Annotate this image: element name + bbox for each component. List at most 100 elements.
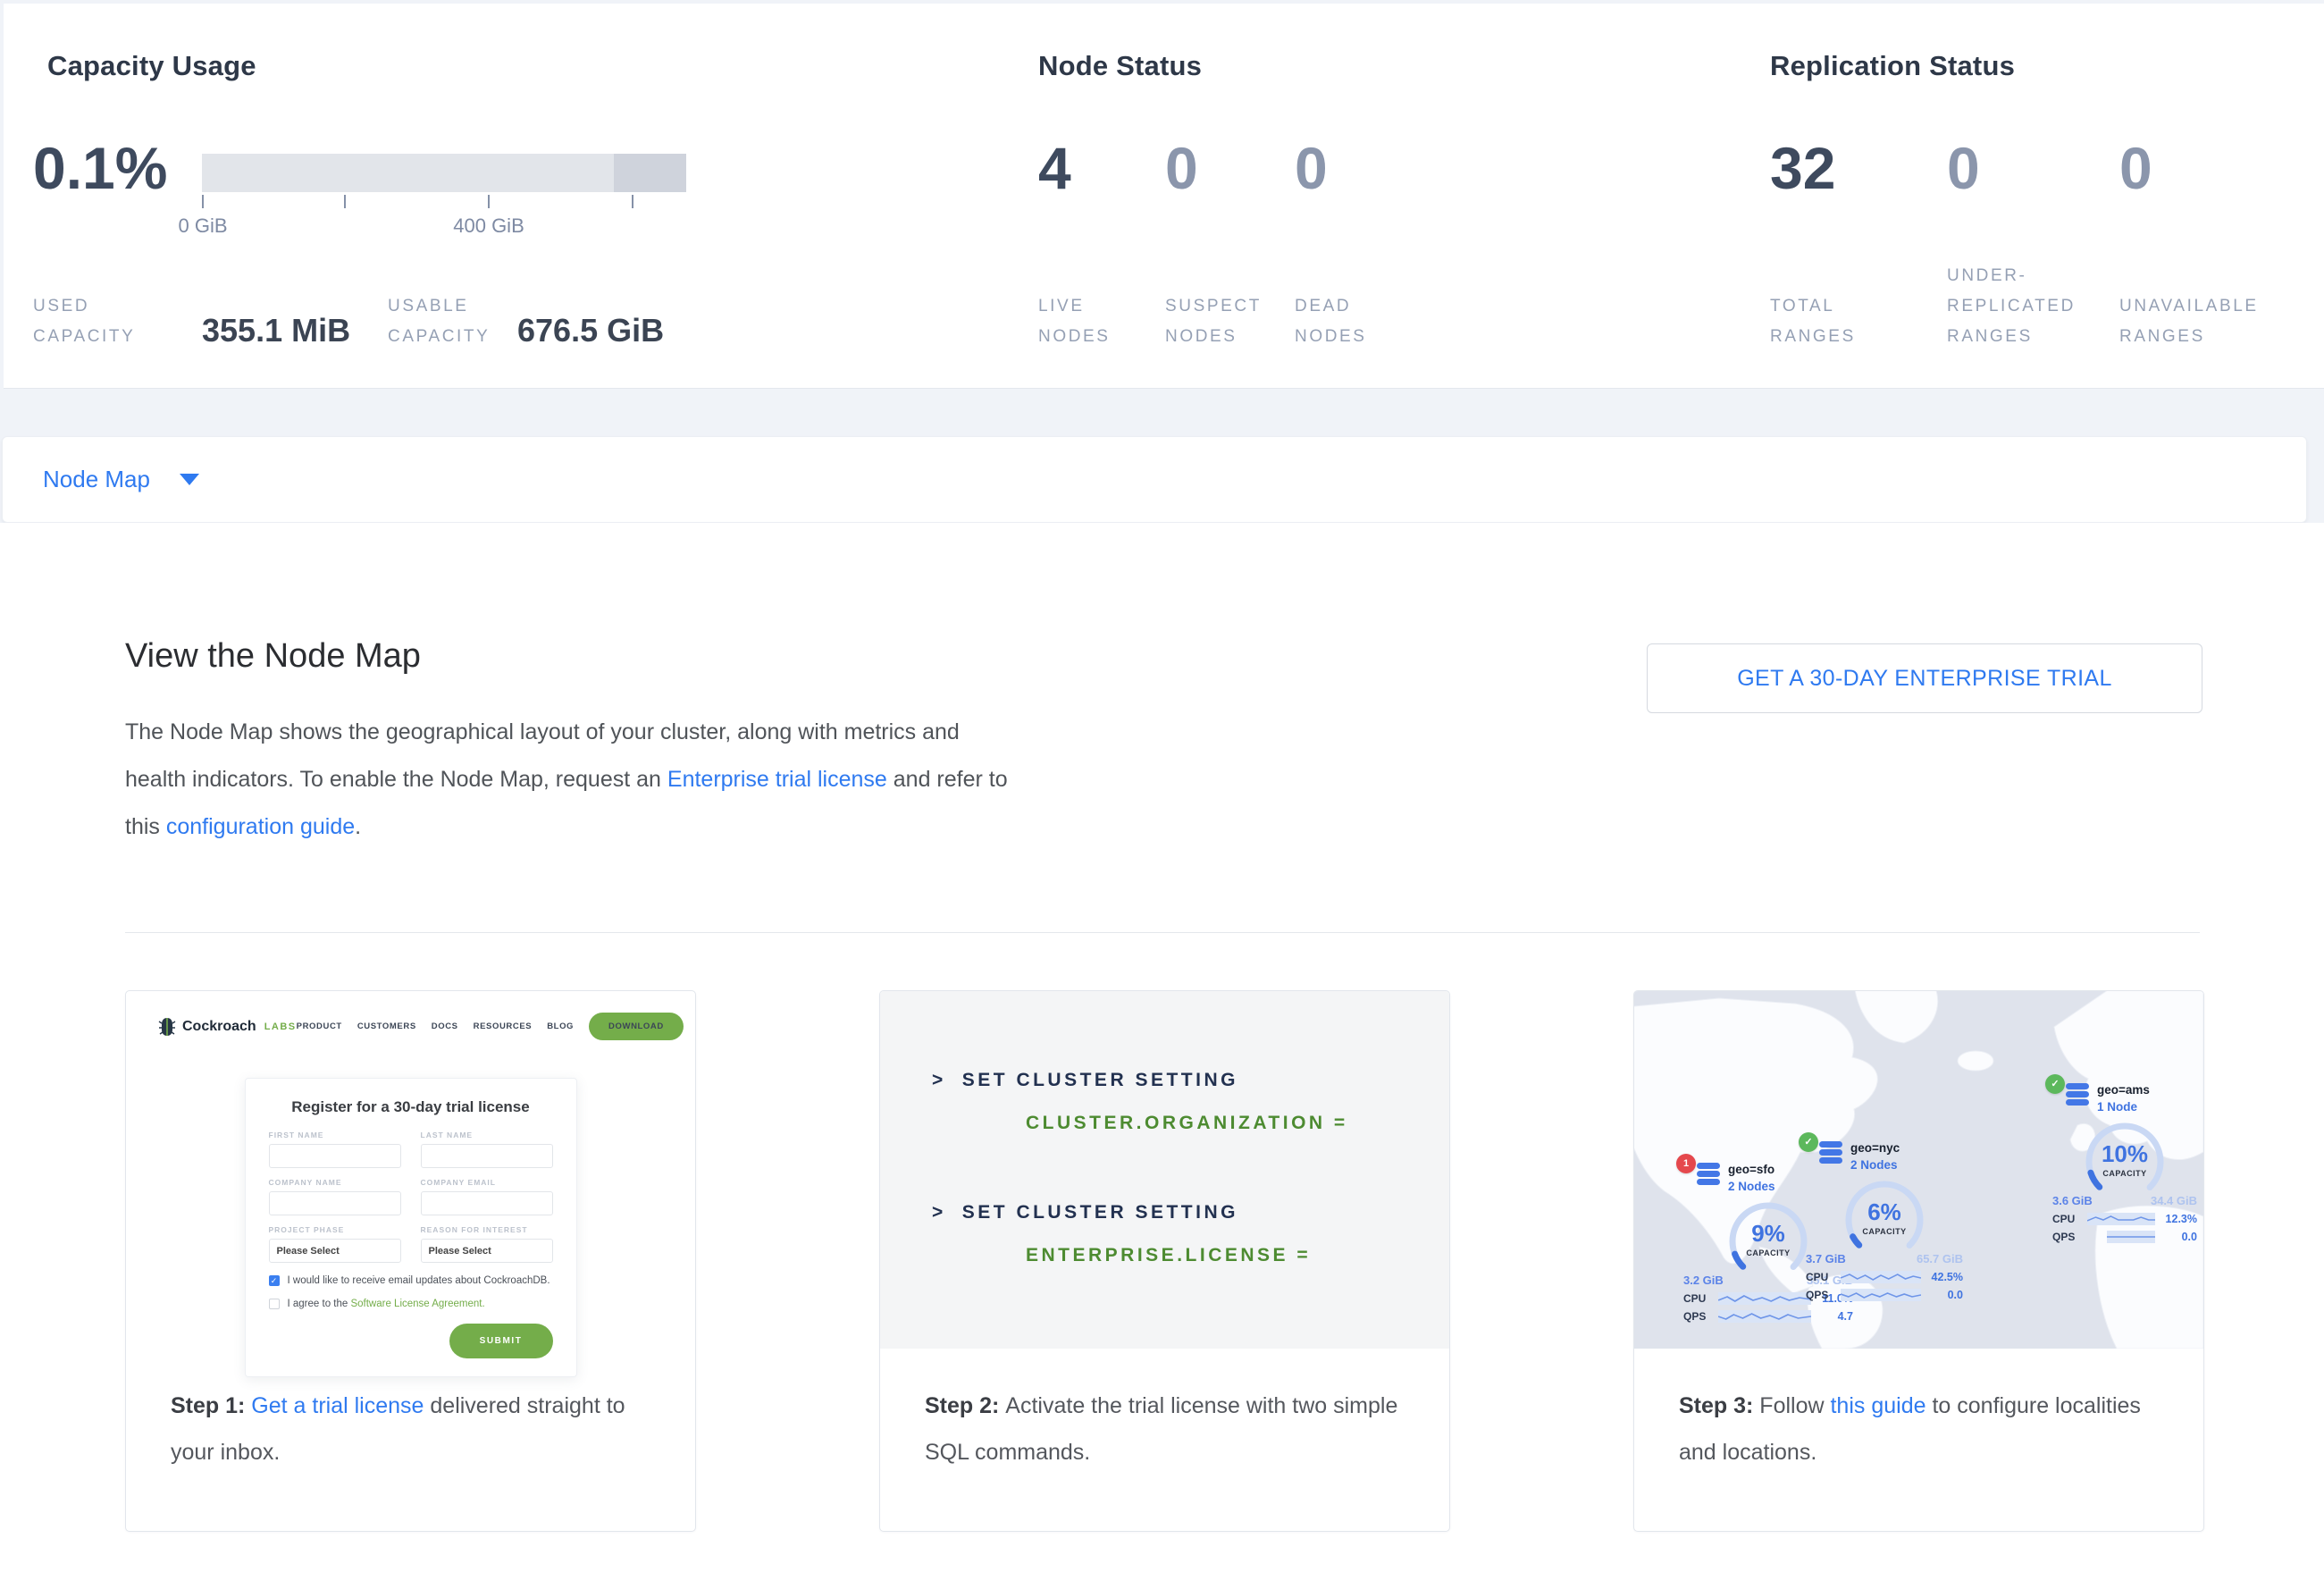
capacity-axis-label-400: 400 GiB <box>453 214 524 237</box>
capacity-gauge: 9% CAPACITY <box>1722 1195 1815 1288</box>
capacity-bar <box>202 154 686 192</box>
reason-select: Please Select <box>420 1239 553 1263</box>
mini-nav-customers: CUSTOMERS <box>357 1022 416 1031</box>
suspect-nodes-label: SUSPECT NODES <box>1165 297 1262 346</box>
first-name-field: FIRST NAME <box>268 1131 401 1168</box>
capacity-percent: 9% <box>1751 1220 1785 1247</box>
company-name-input <box>268 1191 401 1215</box>
this-guide-link[interactable]: this guide <box>1830 1393 1926 1418</box>
empty-checkbox-icon <box>268 1299 280 1309</box>
suspect-nodes-count: 0 <box>1165 135 1198 201</box>
node-status-title: Node Status <box>1038 50 1203 81</box>
healthy-badge-icon: ✓ <box>1799 1132 1818 1152</box>
node-count: 2 Nodes <box>1728 1180 1775 1193</box>
capacity-usage-title: Capacity Usage <box>47 50 256 81</box>
sql-line-3: > SET CLUSTER SETTING <box>932 1202 1449 1223</box>
node-map-enterprise-section: View the Node Map The Node Map shows the… <box>0 523 2324 1589</box>
capacity-used-gib: 3.2 GiB <box>1683 1274 1724 1287</box>
first-name-input <box>268 1144 401 1168</box>
sql-line-1: > SET CLUSTER SETTING <box>932 1070 1449 1091</box>
under-replicated-ranges-count: 0 <box>1947 135 1980 201</box>
project-phase-select: Please Select <box>268 1239 401 1263</box>
qps-value: 0.0 <box>1947 1289 1963 1301</box>
capacity-used-gib: 3.6 GiB <box>2052 1194 2093 1207</box>
nodes-icon <box>1697 1163 1720 1185</box>
page-title: View the Node Map <box>125 637 421 675</box>
reason-field: REASON FOR INTEREST Please Select <box>420 1225 553 1263</box>
nodes-icon <box>1819 1141 1842 1164</box>
chevron-down-icon <box>179 474 199 485</box>
used-capacity-label: USED CAPACITY <box>33 297 136 346</box>
qps-value: 0.0 <box>2181 1231 2197 1243</box>
usable-capacity-value: 676.5 GiB <box>517 312 665 349</box>
software-license-agreement-link: Software License Agreement. <box>350 1299 485 1309</box>
license-agreement-checkbox-row: I agree to the Software License Agreemen… <box>268 1299 553 1309</box>
qps-label-wrap: QPS <box>2052 1231 2101 1243</box>
node-map-dropdown[interactable]: Node Map <box>43 466 199 493</box>
cluster-sfo: 1 geo=sfo 2 Nodes <box>1676 1154 1853 1323</box>
capacity-bar-nonusable-segment <box>614 154 686 192</box>
capacity-percent: 6% <box>1867 1198 1901 1225</box>
under-replicated-ranges-label: UNDER- REPLICATED RANGES <box>1947 266 2076 346</box>
replication-status-title: Replication Status <box>1770 50 2016 81</box>
cpu-sparkline <box>2086 1213 2155 1225</box>
get-trial-license-link[interactable]: Get a trial license <box>251 1393 424 1418</box>
cockroach-labs-logo: Cockroach LABS <box>158 1016 297 1038</box>
capacity-used-percent: 0.1% <box>33 135 168 201</box>
company-name-label: COMPANY NAME <box>268 1178 342 1187</box>
qps-label: QPS <box>1683 1310 1707 1323</box>
cluster-nyc: ✓ geo=nyc 2 Nodes <box>1799 1132 1963 1301</box>
step3-caption: Step 3: Follow this guide to configure l… <box>1679 1383 2152 1476</box>
reason-label: REASON FOR INTEREST <box>420 1225 528 1234</box>
configuration-guide-link[interactable]: configuration guide <box>165 814 356 839</box>
qps-label: QPS <box>1806 1289 1829 1301</box>
sql-command: SET CLUSTER SETTING <box>961 1202 1238 1223</box>
live-nodes-count: 4 <box>1038 135 1071 201</box>
used-capacity-value: 355.1 MiB <box>202 312 351 349</box>
step1-prefix: Step 1: <box>171 1393 252 1418</box>
section-divider <box>125 932 2200 933</box>
step1-caption: Step 1: Get a trial license delivered st… <box>171 1383 644 1476</box>
cpu-label: CPU <box>1806 1271 1829 1283</box>
node-map-description: The Node Map shows the geographical layo… <box>125 709 1010 851</box>
capacity-axis-label-0: 0 GiB <box>178 214 228 237</box>
company-email-label: COMPANY EMAIL <box>420 1178 496 1187</box>
capacity-axis-tick <box>488 195 490 208</box>
logo-labs-suffix: LABS <box>264 1021 297 1032</box>
warning-badge-icon: 1 <box>1676 1154 1696 1173</box>
unavailable-ranges-count: 0 <box>2119 135 2152 201</box>
cpu-metric-row: CPU 42.5% <box>1806 1271 1963 1283</box>
email-updates-text: I would like to receive email updates ab… <box>287 1275 550 1286</box>
sql-code-block: > SET CLUSTER SETTING CLUSTER.ORGANIZATIO… <box>880 991 1449 1349</box>
mini-nav-docs: DOCS <box>431 1022 458 1031</box>
logo-wordmark: Cockroach <box>182 1018 256 1034</box>
sql-line-4: ENTERPRISE.LICENSE = <box>1026 1245 1312 1265</box>
cpu-value: 12.3% <box>2165 1213 2197 1225</box>
locality-name: geo=nyc <box>1850 1141 1900 1155</box>
step1-card: Cockroach LABS PRODUCT CUSTOMERS DOCS RE… <box>125 990 696 1532</box>
total-ranges-count: 32 <box>1770 135 1836 201</box>
dead-nodes-count: 0 <box>1295 135 1328 201</box>
capacity-gauge-label: CAPACITY <box>1746 1248 1791 1257</box>
email-updates-checkbox-row: ✓ I would like to receive email updates … <box>268 1275 553 1286</box>
trial-license-form: Register for a 30-day trial license FIRS… <box>244 1078 577 1377</box>
step1-text: delivered straight to your inbox. <box>171 1393 625 1465</box>
last-name-field: LAST NAME <box>420 1131 553 1168</box>
step2-prefix: Step 2: <box>925 1393 1006 1418</box>
last-name-label: LAST NAME <box>420 1131 474 1139</box>
get-enterprise-trial-button[interactable]: GET A 30-DAY ENTERPRISE TRIAL <box>1647 643 2202 713</box>
capacity-gauge-label: CAPACITY <box>1862 1227 1907 1236</box>
steps-row: Cockroach LABS PRODUCT CUSTOMERS DOCS RE… <box>125 990 2204 1532</box>
unavailable-ranges-label: UNAVAILABLE RANGES <box>2119 297 2259 346</box>
cluster-ams: ✓ geo=ams 1 Node <box>2045 1074 2197 1243</box>
capacity-axis-tick <box>344 195 346 208</box>
capacity-gauge: 10% CAPACITY <box>2078 1115 2171 1208</box>
cpu-value: 42.5% <box>1931 1271 1963 1283</box>
sql-command: SET CLUSTER SETTING <box>961 1070 1238 1090</box>
capacity-used-gib: 3.7 GiB <box>1806 1252 1846 1265</box>
cockroach-logo-icon <box>158 1017 176 1036</box>
mini-nav-product: PRODUCT <box>296 1022 342 1031</box>
enterprise-trial-license-link[interactable]: Enterprise trial license <box>667 767 887 792</box>
qps-value: 4.7 <box>1837 1310 1853 1323</box>
healthy-badge-icon: ✓ <box>2045 1074 2065 1094</box>
